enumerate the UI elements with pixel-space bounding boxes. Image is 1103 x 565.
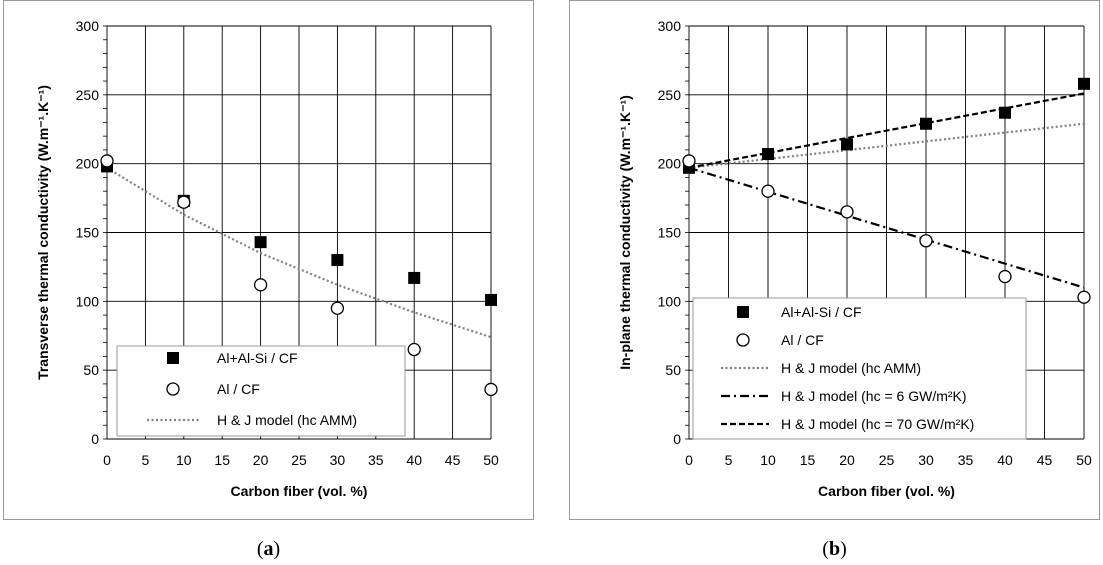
y-tick-label: 100	[658, 293, 682, 309]
model-line	[688, 122, 1085, 169]
y-tick-label: 300	[658, 18, 682, 34]
data-point-circle	[840, 205, 854, 219]
legend-symbol-circle	[736, 333, 750, 347]
data-point-square	[1078, 77, 1090, 90]
x-tick-label: 5	[142, 452, 150, 468]
data-point-circle	[998, 269, 1012, 284]
data-point-circle	[919, 234, 933, 248]
y-tick-label: 200	[76, 156, 100, 172]
y-tick-label: 200	[658, 156, 682, 172]
x-tick-label: 30	[330, 452, 346, 468]
legend-symbol-circle	[166, 382, 180, 396]
x-tick-label: 10	[176, 452, 192, 468]
x-tick-label: 25	[291, 452, 307, 468]
chart-a: 0 5 10 15 20 25 30 35 40 45 50 0 50 100 150 200 250 300 Ca…	[35, 18, 499, 499]
data-point-circle	[1077, 290, 1091, 304]
legend-label: H & J model (hc AMM)	[781, 360, 921, 376]
x-tick-label: 0	[103, 452, 111, 468]
x-axis-label: Carbon fiber (vol. %)	[818, 483, 955, 499]
caption-b: (b)	[822, 538, 847, 560]
x-axis-label: Carbon fiber (vol. %)	[231, 483, 368, 499]
data-point-circle	[761, 184, 775, 198]
data-point-circle	[330, 301, 345, 315]
data-point-circle	[253, 278, 268, 292]
y-tick-label: 150	[76, 225, 100, 241]
x-tick-label: 25	[879, 452, 895, 468]
y-tick-label: 250	[76, 87, 100, 103]
legend-label: Al+Al-Si / CF	[781, 304, 862, 320]
x-tick-label: 45	[445, 452, 461, 468]
y-axis-label: Transverse thermal conductivity (W.m⁻¹.K…	[35, 85, 51, 380]
x-tick-label: 40	[997, 452, 1013, 468]
y-tick-label: 0	[673, 431, 681, 447]
x-tick-label: 10	[760, 452, 776, 468]
y-axis-label: In-plane thermal conductivity (W.m⁻¹.K⁻¹…	[617, 95, 633, 370]
legend-label: Al+Al-Si / CF	[217, 350, 298, 366]
caption-a: (a)	[256, 538, 281, 560]
legend-symbol-square	[737, 306, 749, 318]
legend-label: H & J model (hc = 6 GW/m²K)	[781, 388, 967, 404]
data-point-circle	[484, 382, 498, 397]
x-tick-label: 35	[958, 452, 974, 468]
y-tick-label: 250	[658, 87, 682, 103]
data-point-square	[999, 106, 1011, 119]
legend-symbol-square	[167, 352, 179, 364]
y-tick-label: 50	[83, 362, 99, 378]
x-tick-label: 5	[725, 452, 733, 468]
y-tick-label: 50	[665, 362, 681, 378]
x-tick-label: 0	[685, 452, 693, 468]
x-tick-label: 40	[406, 452, 422, 468]
data-point-square	[485, 293, 497, 306]
x-tick-label: 20	[839, 452, 855, 468]
y-tick-label: 0	[91, 431, 99, 447]
data-point-circle	[177, 195, 191, 209]
data-point-square	[920, 117, 932, 130]
data-point-circle	[100, 154, 114, 168]
y-tick-label: 300	[76, 18, 100, 34]
x-tick-label: 15	[800, 452, 816, 468]
x-tick-label: 50	[483, 452, 499, 468]
data-point-square	[331, 254, 344, 267]
y-tick-label: 150	[658, 225, 682, 241]
x-tick-label: 15	[214, 452, 230, 468]
data-point-circle	[407, 342, 421, 357]
model-line	[688, 92, 1085, 169]
data-point-circle	[682, 154, 696, 168]
y-tick-label: 100	[76, 293, 100, 309]
model-line	[106, 166, 492, 339]
data-point-square	[841, 138, 853, 151]
x-tick-label: 50	[1076, 452, 1092, 468]
model-line	[688, 166, 1085, 289]
x-tick-label: 20	[253, 452, 269, 468]
legend-label: Al / CF	[217, 381, 260, 397]
legend-label: Al / CF	[781, 332, 824, 348]
data-point-square	[762, 148, 774, 161]
chart-panel-a: 0 5 10 15 20 25 30 35 40 45 50 0 50 100 150 200 250 300 Ca…	[3, 0, 534, 520]
legend-label: H & J model (hc = 70 GW/m²K)	[781, 416, 974, 432]
chart-panel-b: 0 5 10 15 20 25 30 35 40 45 50 0 50 100 150 200 250 300 Ca…	[569, 0, 1100, 520]
data-point-square	[408, 271, 421, 284]
x-tick-label: 45	[1037, 452, 1053, 468]
data-point-square	[254, 236, 267, 249]
legend: Al+Al-Si / CF Al / CF H & J model (hc AMM)	[116, 345, 406, 437]
x-tick-label: 35	[368, 452, 384, 468]
legend: Al+Al-Si / CF Al / CF H & J model (hc AMM)…	[692, 297, 1027, 440]
chart-b: 0 5 10 15 20 25 30 35 40 45 50 0 50 100 150 200 250 300 Ca…	[617, 18, 1092, 499]
x-tick-label: 30	[918, 452, 934, 468]
legend-label: H & J model (hc AMM)	[217, 412, 357, 428]
